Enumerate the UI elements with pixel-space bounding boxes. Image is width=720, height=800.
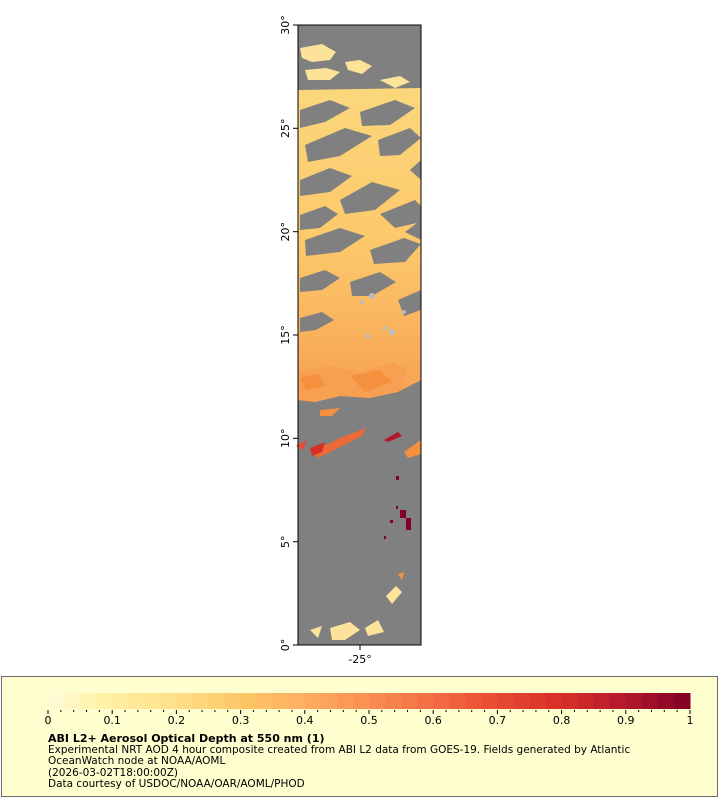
colorbar: 0 0.1 0.2 0.3 0.4 0.5 0.6 0.7 0.8 0.9 1 [45, 693, 694, 727]
lat-label-5: 5° [279, 535, 292, 548]
colorbar-swatch [208, 693, 226, 709]
colorbar-swatch [272, 693, 290, 709]
colorbar-swatch [144, 693, 161, 709]
colorbar-swatch [449, 693, 466, 709]
cbar-label-1: 0.1 [103, 714, 121, 727]
legend-text: ABI L2+ Aerosol Optical Depth at 550 nm … [48, 733, 698, 791]
cbar-label-8: 0.8 [553, 714, 571, 727]
legend-line-1: Experimental NRT AOD 4 hour composite cr… [48, 743, 631, 756]
map-plot: 0° 5° 10° 15° 20° 25° 30° -25° [279, 15, 422, 666]
map-frame: 0° 5° 10° 15° 20° 25° 30° -25° [279, 15, 422, 666]
colorbar-swatch [160, 693, 177, 709]
colorbar-swatch [625, 693, 643, 709]
cbar-label-5: 0.5 [360, 714, 378, 727]
colorbar-swatch [609, 693, 627, 709]
cbar-label-3: 0.3 [232, 714, 250, 727]
aod-fields [296, 44, 421, 640]
cbar-label-0: 0 [45, 714, 52, 727]
colorbar-swatch [513, 693, 530, 709]
colorbar-swatch [465, 693, 482, 709]
colorbar-swatch [224, 693, 242, 709]
colorbar-swatch [481, 693, 498, 709]
lat-label-0: 0° [279, 639, 292, 652]
legend-title: ABI L2+ Aerosol Optical Depth at 550 nm … [48, 732, 325, 745]
colorbar-swatch [577, 693, 595, 709]
colorbar-swatch [593, 693, 611, 709]
cbar-label-9: 0.9 [617, 714, 635, 727]
lon-label: -25° [348, 653, 371, 666]
colorbar-swatch [80, 693, 97, 709]
colorbar-swatch [96, 693, 113, 709]
colorbar-swatch [288, 693, 306, 709]
colorbar-swatch [256, 693, 274, 709]
cbar-label-7: 0.7 [489, 714, 507, 727]
colorbar-swatch [401, 693, 418, 709]
colorbar-ticks [47, 710, 691, 714]
lat-label-30: 30° [279, 15, 292, 35]
lat-label-20: 20° [279, 222, 292, 242]
colorbar-swatch [64, 693, 81, 709]
colorbar-swatch [417, 693, 434, 709]
lat-label-10: 10° [279, 429, 292, 449]
colorbar-swatch [128, 693, 145, 709]
legend-line-4: Data courtesy of USDOC/NOAA/OAR/AOML/PHO… [48, 778, 305, 791]
colorbar-swatch [336, 693, 354, 709]
legend-line-3: (2026-03-02T18:00:00Z) [48, 766, 178, 779]
colorbar-swatch [304, 693, 322, 709]
colorbar-swatch [673, 693, 691, 709]
colorbar-swatch [657, 693, 675, 709]
lat-ticks [293, 24, 298, 646]
high-aod-specks [384, 476, 411, 539]
colorbar-swatch [561, 693, 579, 709]
colorbar-swatch [497, 693, 514, 709]
colorbar-swatch [48, 693, 65, 709]
colorbar-swatch [192, 693, 209, 709]
colorbar-swatch [240, 693, 258, 709]
colorbar-swatch [320, 693, 338, 709]
colorbar-swatch [352, 693, 370, 709]
low-aod-specks [360, 293, 406, 338]
lat-label-25: 25° [279, 119, 292, 139]
legend-panel: 0 0.1 0.2 0.3 0.4 0.5 0.6 0.7 0.8 0.9 1 … [1, 676, 718, 797]
cbar-label-6: 0.6 [424, 714, 442, 727]
cbar-label-4: 0.4 [296, 714, 314, 727]
colorbar-swatch [529, 693, 547, 709]
colorbar-swatch [369, 693, 386, 709]
colorbar-swatch [433, 693, 450, 709]
legend-line-2: OceanWatch node at NOAA/AOML [48, 755, 226, 768]
cbar-label-10: 1 [687, 714, 694, 727]
lat-label-15: 15° [279, 325, 292, 345]
colorbar-swatch [112, 693, 129, 709]
colorbar-swatch [385, 693, 402, 709]
colorbar-swatch [641, 693, 659, 709]
colorbar-swatches [48, 693, 691, 709]
colorbar-swatch [176, 693, 193, 709]
colorbar-swatch [545, 693, 563, 709]
cbar-label-2: 0.2 [168, 714, 186, 727]
cloud-streaks [300, 100, 421, 332]
